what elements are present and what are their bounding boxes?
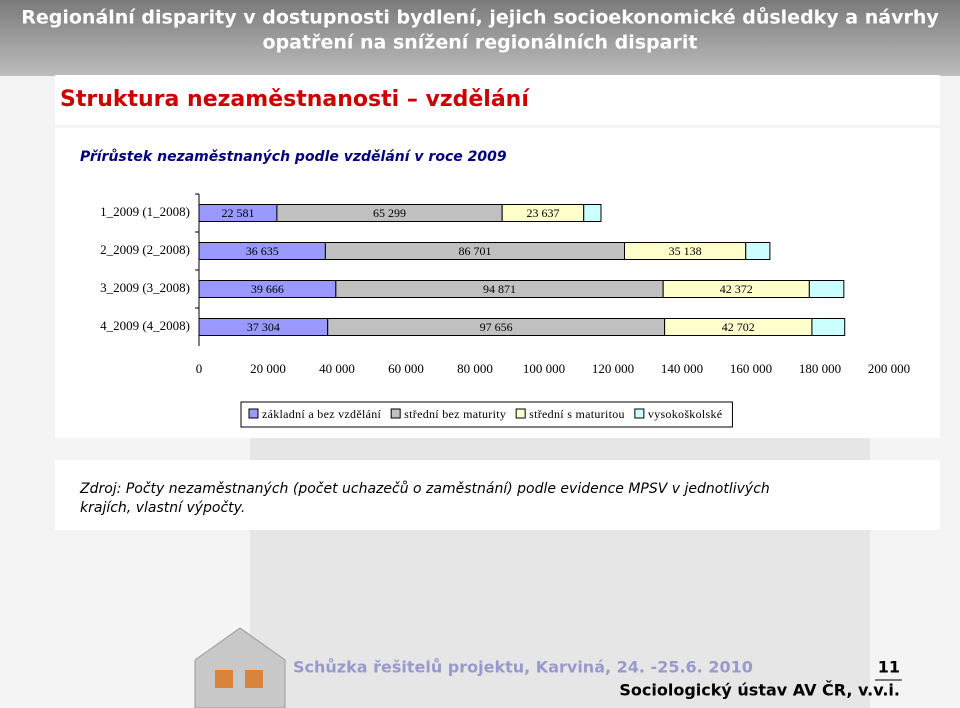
footer-institute: Sociologický ústav AV ČR, v.v.i. — [619, 681, 900, 700]
legend-swatch — [248, 408, 259, 419]
data-label: 35 138 — [669, 244, 702, 258]
legend-swatch — [515, 408, 526, 419]
legend-swatch — [634, 408, 645, 419]
data-label: 37 304 — [247, 320, 280, 334]
legend-label: vysokoškolské — [648, 407, 723, 421]
slide-title: Struktura nezaměstnanosti – vzdělání — [60, 87, 530, 112]
data-label: 39 666 — [251, 282, 284, 296]
source-box — [55, 460, 940, 530]
y-tick-label: 1_2009 (1_2008) — [100, 204, 190, 219]
data-label: 22 581 — [221, 206, 254, 220]
x-tick-label: 0 — [196, 361, 203, 376]
x-tick-label: 80 000 — [457, 361, 493, 376]
data-label: 97 656 — [480, 320, 513, 334]
x-tick-label: 60 000 — [388, 361, 424, 376]
header-line: opatření na snížení regionálních dispari… — [263, 32, 698, 54]
data-label: 65 299 — [373, 206, 406, 220]
logo-window — [245, 670, 263, 688]
legend-swatch — [390, 408, 401, 419]
logo-window — [215, 670, 233, 688]
data-label: 36 635 — [246, 244, 279, 258]
title-box — [55, 75, 940, 125]
legend-box — [240, 401, 733, 428]
bar-segment — [745, 242, 771, 260]
bar-segment — [808, 280, 845, 298]
x-tick-label: 140 000 — [661, 361, 703, 376]
legend-label: střední s maturitou — [529, 407, 625, 421]
x-tick-label: 20 000 — [250, 361, 286, 376]
x-tick-label: 120 000 — [592, 361, 634, 376]
x-tick-label: 100 000 — [523, 361, 565, 376]
y-tick-label: 2_2009 (2_2008) — [100, 242, 190, 257]
header-band — [0, 0, 960, 76]
y-tick-label: 3_2009 (3_2008) — [100, 280, 190, 295]
chart-title: Přírůstek nezaměstnaných podle vzdělání … — [80, 148, 507, 165]
page-number: 11 — [878, 658, 900, 677]
data-label: 42 702 — [722, 320, 755, 334]
source-note: krajích, vlastní výpočty. — [80, 500, 245, 516]
data-label: 94 871 — [483, 282, 516, 296]
x-tick-label: 40 000 — [319, 361, 355, 376]
y-tick-label: 4_2009 (4_2008) — [100, 318, 190, 333]
header-line: Regionální disparity v dostupnosti bydle… — [21, 6, 939, 29]
x-tick-label: 160 000 — [730, 361, 772, 376]
data-label: 86 701 — [458, 244, 491, 258]
logo — [194, 627, 286, 708]
legend: základní a bez vzdělání střední bez matur… — [240, 401, 733, 428]
legend-label: základní a bez vzdělání — [262, 407, 382, 421]
x-tick-label: 180 000 — [799, 361, 841, 376]
legend-label: střední bez maturity — [404, 407, 506, 421]
data-label: 23 637 — [526, 206, 559, 220]
x-tick-label: 200 000 — [868, 361, 910, 376]
plot: 1_2009 (1_2008) 22 581 65 299 23 637 2_2009 … — [100, 193, 910, 428]
bar-segment — [583, 204, 602, 222]
data-label: 42 372 — [720, 282, 753, 296]
footer-meeting: Schůzka řešitelů projektu, Karviná, 24. … — [293, 658, 753, 677]
bar-segment — [811, 318, 846, 336]
source-note: Zdroj: Počty nezaměstnaných (počet uchaz… — [79, 481, 770, 497]
